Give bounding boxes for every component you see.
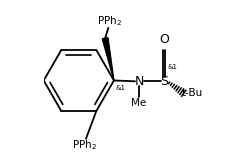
Text: PPh$_2$: PPh$_2$ (97, 14, 123, 28)
Text: O: O (159, 33, 169, 46)
Polygon shape (102, 38, 114, 80)
Text: t-Bu: t-Bu (182, 88, 203, 98)
Text: PPh$_2$: PPh$_2$ (72, 138, 97, 152)
Text: S: S (160, 75, 168, 88)
Text: Me: Me (131, 98, 146, 108)
Text: &1: &1 (167, 64, 177, 70)
Text: &1: &1 (116, 85, 125, 91)
Text: N: N (135, 75, 144, 88)
